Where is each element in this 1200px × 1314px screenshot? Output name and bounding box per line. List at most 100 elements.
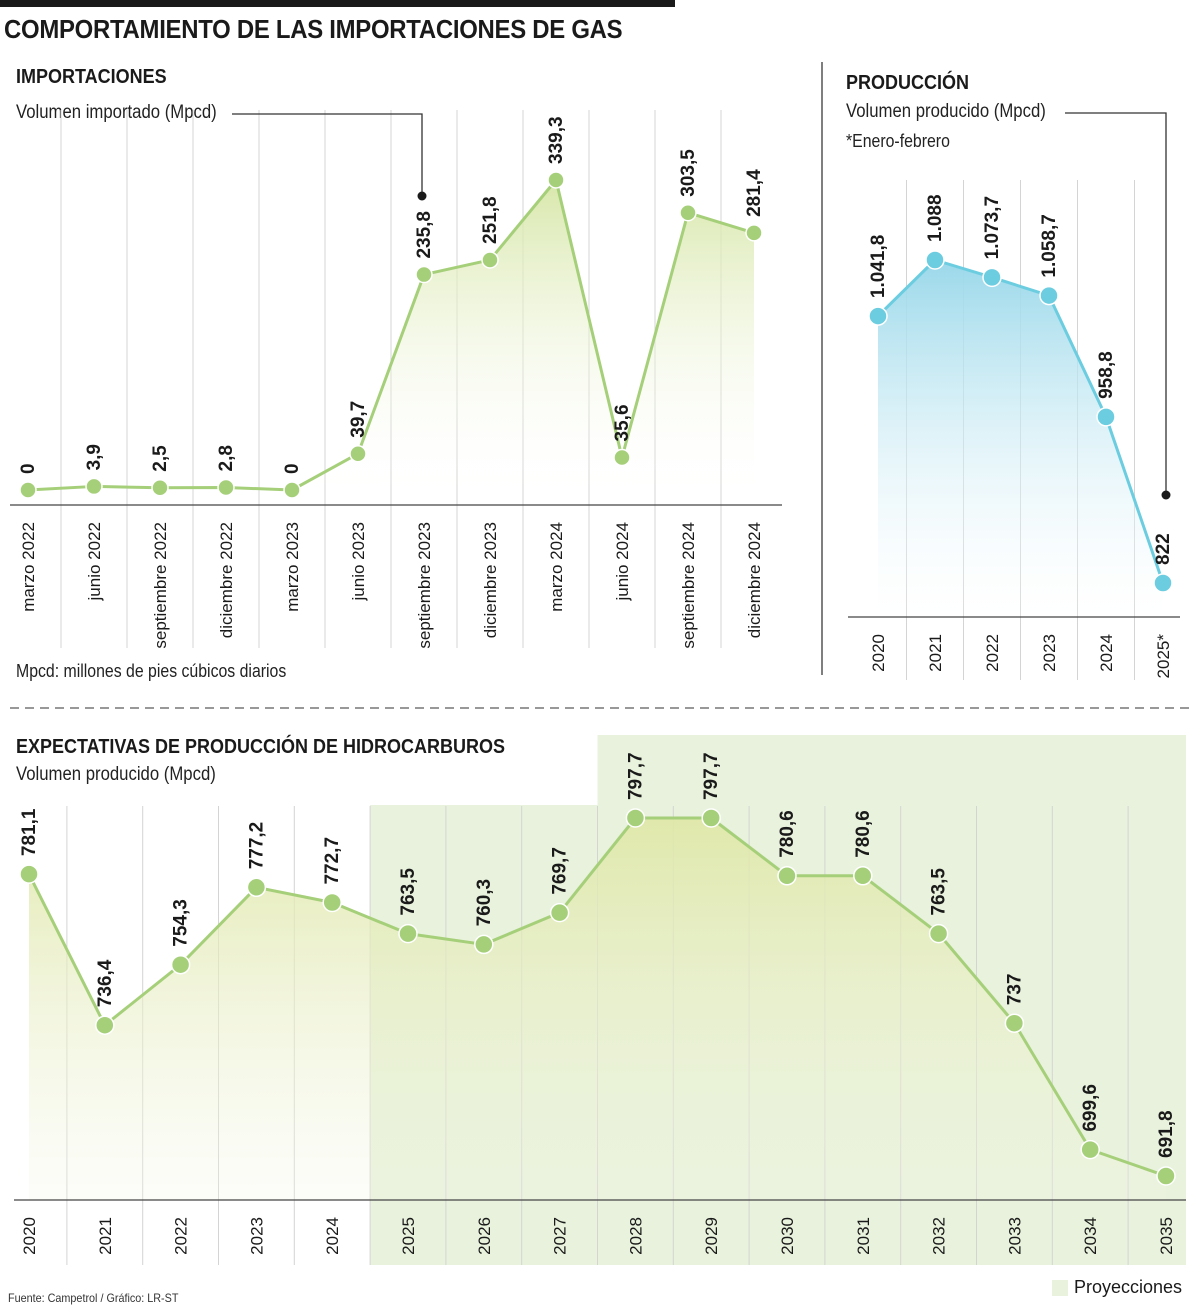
- production-title: PRODUCCIÓN: [846, 72, 970, 94]
- expectations-title: EXPECTATIVAS DE PRODUCCIÓN DE HIDROCARBU…: [16, 736, 506, 758]
- expectations-tick-label: 2020: [20, 1217, 39, 1255]
- production-tick-label: 2024: [1097, 634, 1116, 672]
- imports-tick-label: junio 2022: [85, 522, 104, 601]
- legend-label: Proyecciones: [1073, 1277, 1182, 1297]
- legend-swatch: [1051, 1279, 1068, 1296]
- expectations-area: [29, 818, 1166, 1200]
- imports-point: [19, 481, 37, 499]
- expectations-tick-label: 2027: [551, 1217, 570, 1255]
- production-value-label: 1.058,7: [1039, 214, 1060, 277]
- expectations-point: [1156, 1166, 1176, 1186]
- production-area: [878, 260, 1163, 617]
- production-tick-label: 2020: [869, 634, 888, 672]
- imports-value-label: 339,3: [546, 116, 567, 164]
- legend: Proyecciones: [1051, 1277, 1182, 1298]
- production-value-label: 1.041,8: [868, 235, 889, 298]
- expectations-point: [549, 902, 570, 923]
- production-series-line: [876, 258, 1165, 584]
- imports-tick-label: diciembre 2023: [481, 522, 500, 638]
- imports-tick-label: septiembre 2022: [151, 522, 170, 649]
- expectations-point: [246, 877, 267, 898]
- expectations-point: [625, 808, 646, 828]
- expectations-value-label: 754,3: [171, 899, 192, 947]
- expectations-value-label: 781,1: [19, 808, 40, 856]
- imports-point: [415, 265, 433, 284]
- imports-point: [547, 171, 565, 189]
- expectations-point: [1004, 1013, 1025, 1033]
- expectations-tick-label: 2026: [475, 1217, 494, 1255]
- expectations-value-label: 699,6: [1080, 1084, 1101, 1132]
- production-tick-label: 2021: [926, 634, 945, 672]
- expectations-value-label: 760,3: [474, 879, 495, 927]
- imports-value-label: 0: [18, 463, 39, 474]
- imports-series-line: [27, 178, 755, 492]
- top-bar: [0, 0, 675, 7]
- imports-value-label: 251,8: [480, 196, 501, 244]
- expectations-point: [701, 808, 721, 828]
- imports-point: [679, 203, 697, 222]
- production-value-label: 1.088: [925, 194, 946, 242]
- imports-point: [613, 448, 631, 467]
- expectations-point: [928, 923, 949, 944]
- expectations-value-label: 797,7: [625, 752, 646, 800]
- expectations-tick-label: 2035: [1157, 1217, 1176, 1255]
- production-value-label: 958,8: [1096, 351, 1117, 399]
- expectations-tick-label: 2021: [96, 1217, 115, 1255]
- expectations-tick-label: 2033: [1005, 1217, 1024, 1255]
- production-tick-label: 2025*: [1154, 634, 1173, 679]
- expectations-point: [170, 954, 191, 975]
- expectations-value-label: 691,8: [1156, 1110, 1177, 1158]
- expectations-point: [1080, 1139, 1100, 1160]
- production-point: [1039, 285, 1059, 306]
- imports-point: [745, 224, 763, 242]
- expectations-tick-label: 2024: [323, 1217, 342, 1255]
- expectations-point: [853, 866, 873, 886]
- imports-tick-label: septiembre 2023: [415, 522, 434, 649]
- imports-tick-label: diciembre 2024: [745, 522, 764, 638]
- imports-value-label: 235,8: [414, 211, 435, 259]
- expectations-value-label: 736,4: [95, 959, 116, 1007]
- expectations-tick-label: 2030: [778, 1217, 797, 1255]
- imports-footnote: Mpcd: millones de pies cúbicos diarios: [16, 661, 287, 681]
- imports-value-label: 3,9: [84, 444, 105, 470]
- expectations-tick-label: 2032: [930, 1217, 949, 1255]
- expectations-tick-label: 2028: [626, 1217, 645, 1255]
- imports-point: [85, 477, 103, 496]
- expectations-value-label: 797,7: [701, 752, 722, 800]
- expectations-value-label: 769,7: [550, 847, 571, 895]
- imports-tick-label: marzo 2023: [283, 522, 302, 612]
- production-tick-label: 2022: [983, 634, 1002, 672]
- imports-tick-label: marzo 2024: [547, 522, 566, 612]
- imports-value-label: 35,6: [612, 404, 633, 441]
- expectations-point: [398, 923, 418, 944]
- imports-point: [349, 444, 367, 463]
- production-point: [925, 250, 945, 270]
- imports-point: [283, 481, 301, 499]
- expectations-point: [322, 892, 342, 913]
- expectations-value-label: 763,5: [398, 868, 419, 916]
- imports-value-label: 2,8: [216, 445, 237, 471]
- projection-band-top: [597, 735, 1186, 810]
- expectations-point: [474, 934, 494, 955]
- production-value-label: 1.073,7: [982, 196, 1003, 259]
- imports-leader-dot: [417, 191, 427, 201]
- expectations-tick-label: 2023: [247, 1217, 266, 1255]
- imports-leader-line: [232, 113, 423, 196]
- imports-value-label: 2,5: [150, 445, 171, 472]
- production-leader-dot: [1161, 490, 1171, 500]
- production-point: [868, 306, 888, 326]
- production-point: [1096, 407, 1116, 427]
- imports-point: [481, 251, 499, 269]
- imports-tick-label: junio 2024: [613, 522, 632, 601]
- expectations-value-label: 780,6: [777, 810, 798, 858]
- expectations-tick-label: 2029: [702, 1217, 721, 1255]
- expectations-value-label: 772,7: [322, 837, 343, 885]
- expectations-point: [777, 866, 797, 886]
- production-point: [1153, 573, 1173, 593]
- expectations-point: [19, 864, 39, 884]
- imports-subtitle: Volumen importado (Mpcd): [16, 102, 217, 123]
- imports-tick-label: marzo 2022: [19, 522, 38, 612]
- imports-area: [28, 180, 754, 505]
- imports-point: [217, 478, 235, 497]
